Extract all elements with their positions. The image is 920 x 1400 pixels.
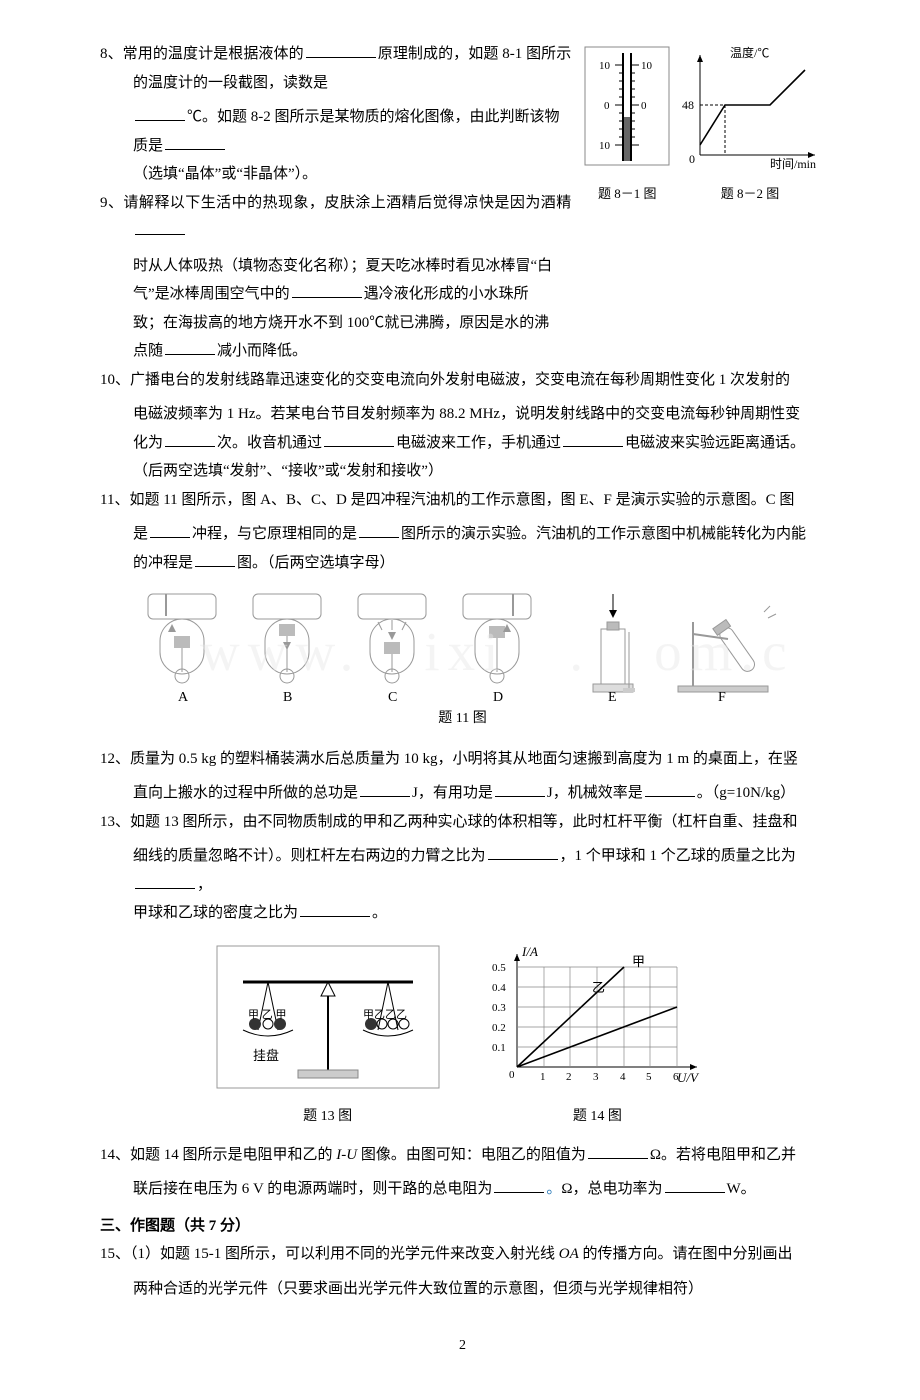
blank[interactable] xyxy=(324,429,394,447)
svg-text:0.1: 0.1 xyxy=(492,1042,506,1054)
question-13: 13、如题 13 图所示，由不同物质制成的甲和乙两种实心球的体积相等，此时杠杆平… xyxy=(100,808,825,837)
engine-diagrams: A B C D E F xyxy=(138,589,788,704)
fig14-caption: 题 14 图 xyxy=(482,1104,712,1131)
q10-line4: （后两空选填“发射”、“接收”或“发射和接收”） xyxy=(100,457,825,486)
question-15: 15、（1）如题 15-1 图所示，可以利用不同的光学元件来改变入射光线 OA … xyxy=(100,1240,825,1269)
lever-balance: 甲 乙 甲 甲乙乙乙 挂盘 xyxy=(213,942,443,1092)
q10-num: 10、 xyxy=(100,372,130,388)
blank[interactable] xyxy=(588,1141,648,1159)
q14-num: 14、 xyxy=(100,1147,130,1163)
q9-line4: 致；在海拔高的地方烧开水不到 100℃就已沸腾，原因是水的沸 xyxy=(100,309,825,338)
q11-line3: 的冲程是图。（后两空选填字母） xyxy=(100,549,825,578)
blank[interactable] xyxy=(135,103,185,121)
q15-line2: 两种合适的光学元件（只要求画出光学元件大致位置的示意图，但须与光学规律相符） xyxy=(100,1275,825,1304)
q9-num: 9、 xyxy=(100,195,123,211)
blank[interactable] xyxy=(306,40,376,58)
question-10: 10、广播电台的发射线路靠迅速变化的交变电流向外发射电磁波，交变电流在每秒周期性… xyxy=(100,366,825,395)
blank[interactable] xyxy=(645,779,695,797)
svg-text:48: 48 xyxy=(682,98,694,112)
fig11-row: A B C D E F 题 11 图 xyxy=(100,589,825,733)
fig14: I/A U/V 0.1 0.2 0.3 0.4 0.5 0 1 2 3 4 5 xyxy=(482,942,712,1131)
svg-text:0.4: 0.4 xyxy=(492,982,506,994)
svg-text:2: 2 xyxy=(566,1071,572,1083)
svg-text:0.5: 0.5 xyxy=(492,962,506,974)
q12-line2: 直向上搬水的过程中所做的总功是J，有用功是J，机械效率是。（g=10N/kg） xyxy=(100,779,825,808)
blank[interactable] xyxy=(495,779,545,797)
q8-num: 8、 xyxy=(100,46,123,62)
blank[interactable] xyxy=(165,429,215,447)
q10-line3: 化为次。收音机通过电磁波来工作，手机通过电磁波来实验远距离通话。 xyxy=(100,429,825,458)
fig13-caption: 题 13 图 xyxy=(213,1104,443,1131)
svg-text:0: 0 xyxy=(509,1069,515,1081)
fig11-caption: 题 11 图 xyxy=(100,706,825,733)
svg-text:甲乙乙乙: 甲乙乙乙 xyxy=(363,1008,407,1021)
svg-text:甲 乙 甲: 甲 乙 甲 xyxy=(248,1008,287,1021)
q11-num: 11、 xyxy=(100,492,129,508)
blank[interactable] xyxy=(665,1175,725,1193)
svg-text:3: 3 xyxy=(593,1071,599,1083)
q10-line2: 电磁波频率为 1 Hz。若某电台节目发射频率为 88.2 MHz，说明发射线路中… xyxy=(100,400,825,429)
blank[interactable] xyxy=(195,549,235,567)
iv-chart: I/A U/V 0.1 0.2 0.3 0.4 0.5 0 1 2 3 4 5 xyxy=(482,942,712,1092)
svg-text:A: A xyxy=(178,690,189,704)
svg-text:甲: 甲 xyxy=(632,954,645,969)
blank[interactable] xyxy=(488,842,558,860)
svg-text:0: 0 xyxy=(689,152,695,166)
blank[interactable] xyxy=(292,280,362,298)
blank[interactable] xyxy=(135,871,195,889)
svg-text:D: D xyxy=(493,690,503,704)
page-number: 2 xyxy=(100,1333,825,1360)
section-3-heading: 三、作图题（共 7 分） xyxy=(100,1212,825,1241)
svg-text:U/V: U/V xyxy=(677,1070,700,1085)
q13-line3: 甲球和乙球的密度之比为。 xyxy=(100,899,825,928)
blank[interactable] xyxy=(563,429,623,447)
svg-text:6: 6 xyxy=(673,1071,679,1083)
svg-text:10: 10 xyxy=(599,140,611,152)
blank[interactable] xyxy=(494,1175,544,1193)
q14-line2: 联后接在电压为 6 V 的电源两端时，则干路的总电阻为。Ω，总电功率为W。 xyxy=(100,1175,825,1204)
svg-text:0.3: 0.3 xyxy=(492,1002,506,1014)
q9-line5: 点随减小而降低。 xyxy=(100,337,825,366)
blank[interactable] xyxy=(165,337,215,355)
q11-line2: 是冲程，与它原理相同的是图所示的演示实验。汽油机的工作示意图中机械能转化为内能 xyxy=(100,520,825,549)
svg-text:1: 1 xyxy=(540,1071,546,1083)
svg-text:F: F xyxy=(718,690,726,704)
blank[interactable] xyxy=(135,217,185,235)
svg-text:5: 5 xyxy=(646,1071,652,1083)
svg-text:B: B xyxy=(283,690,292,704)
blank[interactable] xyxy=(165,132,225,150)
svg-text:0: 0 xyxy=(604,100,610,112)
svg-text:C: C xyxy=(388,690,397,704)
q12-num: 12、 xyxy=(100,751,130,767)
fig13: 甲 乙 甲 甲乙乙乙 挂盘 题 13 图 xyxy=(213,942,443,1131)
question-9: 9、请解释以下生活中的热现象，皮肤涂上酒精后觉得凉快是因为酒精 xyxy=(100,189,825,246)
svg-text:4: 4 xyxy=(620,1071,626,1083)
blank[interactable] xyxy=(359,520,399,538)
q9-line2: 时从人体吸热（填物态变化名称）；夏天吃冰棒时看见冰棒冒“白 xyxy=(100,252,825,281)
question-14: 14、如题 14 图所示是电阻甲和乙的 I-U 图像。由图可知：电阻乙的阻值为Ω… xyxy=(100,1141,825,1170)
svg-text:I/A: I/A xyxy=(521,944,538,959)
q9-line3: 气”是冰棒周围空气中的遇冷液化形成的小水珠所 xyxy=(100,280,825,309)
question-12: 12、质量为 0.5 kg 的塑料桶装满水后总质量为 10 kg，小明将其从地面… xyxy=(100,745,825,774)
q13-line2: 细线的质量忽略不计）。则杠杆左右两边的力臂之比为，1 个甲球和 1 个乙球的质量… xyxy=(100,842,825,899)
svg-text:挂盘: 挂盘 xyxy=(253,1048,279,1063)
blank[interactable] xyxy=(360,779,410,797)
question-8: 8、常用的温度计是根据液体的原理制成的，如题 8-1 图所示的温度计的一段截图，… xyxy=(100,40,825,97)
q13-num: 13、 xyxy=(100,814,130,830)
svg-text:时间/min: 时间/min xyxy=(770,157,816,171)
question-11: 11、如题 11 图所示，图 A、B、C、D 是四冲程汽油机的工作示意图，图 E… xyxy=(100,486,825,515)
svg-text:0.2: 0.2 xyxy=(492,1022,506,1034)
svg-text:E: E xyxy=(608,690,617,704)
svg-text:0: 0 xyxy=(641,100,647,112)
blank[interactable] xyxy=(150,520,190,538)
q15-num: 15、 xyxy=(100,1246,130,1262)
svg-text:乙: 乙 xyxy=(592,980,605,995)
blank[interactable] xyxy=(300,899,370,917)
